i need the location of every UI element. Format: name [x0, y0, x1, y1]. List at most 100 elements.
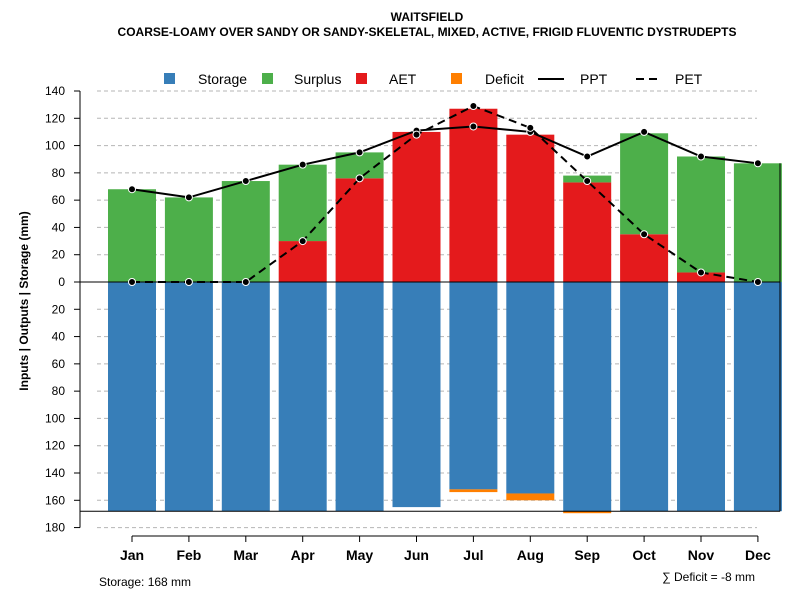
ppt-point: [640, 127, 649, 136]
legend-label: Storage: [198, 71, 247, 87]
aet-bar: [335, 178, 384, 282]
ppt-point: [298, 160, 307, 169]
pet-point: [469, 102, 478, 111]
legend-label: PET: [675, 71, 703, 87]
storage-bar: [620, 282, 669, 512]
y-tick-label: 80: [52, 166, 66, 180]
pet-line: [132, 104, 759, 283]
ppt-point: [583, 152, 592, 161]
y-tick-label: 20: [52, 302, 66, 316]
legend-label: Surplus: [294, 71, 341, 87]
pet-point: [697, 268, 705, 277]
y-tick-label: 40: [52, 220, 66, 234]
x-tick-label: Nov: [688, 547, 715, 563]
x-tick-label: Apr: [291, 547, 316, 563]
y-tick-label: 120: [45, 439, 65, 453]
y-tick-label: 100: [45, 139, 65, 153]
ppt-point: [753, 159, 762, 168]
aet-bar: [620, 234, 669, 282]
storage-bar: [164, 282, 213, 512]
surplus-bar: [164, 197, 213, 282]
x-tick-label: Feb: [176, 547, 201, 563]
storage-bar: [278, 282, 327, 512]
deficit-note: ∑ Deficit = -8 mm: [662, 570, 755, 584]
storage-bar: [392, 282, 441, 508]
storage-bar: [733, 282, 782, 512]
pet-point: [298, 237, 307, 246]
ppt-point: [697, 152, 705, 161]
x-tick-label: Dec: [745, 547, 771, 563]
x-tick-label: Jul: [463, 547, 483, 563]
deficit-bar: [563, 511, 612, 514]
x-tick-label: Jan: [120, 547, 144, 563]
pet-point: [355, 174, 364, 183]
pet-point: [241, 278, 250, 286]
y-tick-label: 60: [52, 193, 66, 207]
storage-bar: [677, 282, 725, 512]
legend-label: AET: [389, 71, 417, 87]
x-tick-label: Sep: [574, 547, 600, 563]
legend-swatch: [262, 73, 273, 84]
storage-bar: [335, 282, 384, 512]
y-tick-label: 180: [45, 521, 65, 535]
x-tick-label: May: [346, 547, 373, 563]
ppt-point: [128, 185, 136, 194]
x-tick-label: Oct: [632, 547, 656, 563]
storage-bar: [221, 282, 270, 512]
ppt-point: [469, 122, 478, 131]
y-tick-label: 140: [45, 84, 65, 98]
deficit-bar: [449, 489, 498, 493]
x-tick-label: Jun: [404, 547, 429, 563]
pet-point: [412, 130, 421, 139]
y-tick-label: 160: [45, 493, 65, 507]
surplus-bar: [221, 181, 270, 282]
surplus-bar: [677, 156, 725, 273]
chart-subtitle: COARSE-LOAMY OVER SANDY OR SANDY-SKELETA…: [118, 25, 737, 39]
pet-point: [184, 278, 193, 286]
aet-bar: [449, 108, 498, 282]
aet-bar: [278, 241, 327, 282]
chart-title: WAITSFIELD: [391, 10, 464, 24]
y-tick-label: 120: [45, 111, 65, 125]
aet-bar: [563, 182, 612, 282]
legend-swatch: [164, 73, 175, 84]
aet-bar: [392, 131, 441, 282]
legend-swatch: [356, 73, 367, 84]
storage-bar: [108, 282, 156, 512]
pet-point: [128, 278, 136, 286]
y-tick-label: 80: [52, 384, 66, 398]
surplus-bar: [278, 164, 327, 242]
storage-bar: [449, 282, 498, 490]
y-tick-label: 60: [52, 357, 66, 371]
pet-point: [583, 177, 592, 186]
series-lines: [128, 102, 762, 286]
ppt-line: [131, 125, 759, 199]
pet-point: [526, 123, 535, 132]
x-axis: Jan Feb Mar Apr May Jun Jul Aug Sep Oct Nov Dec: [120, 535, 771, 563]
storage-bar: [563, 282, 612, 512]
y-tick-label: 140: [45, 466, 65, 480]
deficit-bar: [506, 493, 555, 501]
ppt-point: [184, 193, 193, 202]
x-tick-label: Aug: [517, 547, 544, 563]
y-axis-label: Inputs | Outputs | Storage (mm): [17, 211, 31, 390]
surplus-bar: [620, 133, 669, 235]
pet-point: [640, 230, 649, 239]
y-tick-label: 0: [58, 275, 65, 289]
bars: [80, 108, 782, 514]
surplus-bar: [108, 189, 156, 282]
ppt-point: [355, 148, 364, 157]
aet-bar: [677, 272, 725, 282]
x-tick-label: Mar: [233, 547, 258, 563]
surplus-bar: [733, 163, 782, 282]
legend: Storage Surplus AET Deficit PPT PET: [164, 71, 703, 87]
pet-point: [753, 278, 762, 286]
y-axis: 180 160 140 120 100 80 60 40 20 0 20 40 60 80 100 120 14…: [45, 84, 81, 535]
legend-label: Deficit: [485, 71, 524, 87]
storage-note: Storage: 168 mm: [99, 575, 191, 589]
storage-bar: [506, 282, 555, 494]
legend-label: PPT: [580, 71, 608, 87]
y-tick-label: 40: [52, 330, 66, 344]
legend-swatch: [451, 73, 462, 84]
